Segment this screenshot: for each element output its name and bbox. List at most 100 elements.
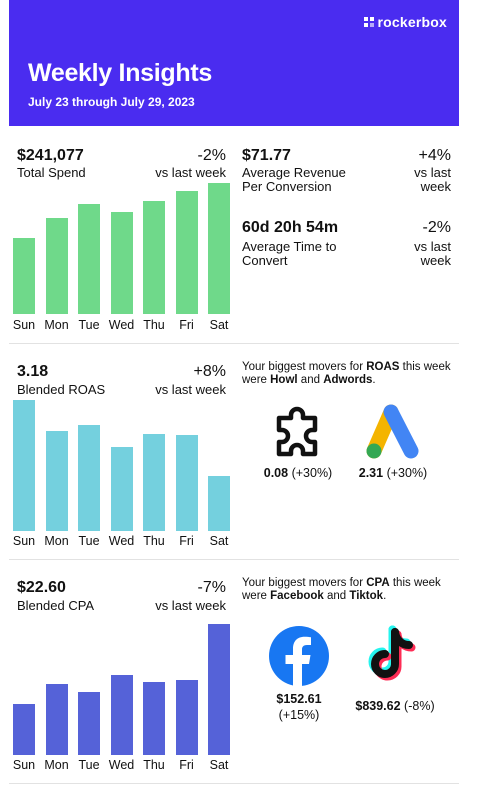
blended-cpa-delta: -7%	[197, 579, 226, 596]
cpa-mover-1-pct: (+15%)	[278, 708, 320, 722]
roas-mover-2-value: 2.31 (+30%)	[345, 466, 441, 480]
bar-fri	[175, 680, 198, 755]
roas-mover-1-amount: 0.08	[263, 466, 289, 480]
total-spend-vs: vs last week	[155, 165, 226, 180]
day-label: Fri	[179, 318, 194, 332]
cpa-mover-1-amount: $152.61	[276, 692, 322, 706]
spend-bar-chart	[13, 183, 231, 314]
bar-sun	[13, 400, 35, 531]
blended-cpa-vs: vs last week	[155, 598, 226, 613]
time-to-convert-vs-line1: vs last	[414, 239, 451, 254]
tiktok-icon	[368, 625, 416, 681]
day-label: Wed	[108, 318, 135, 332]
bar-wed	[110, 212, 133, 314]
time-to-convert-vs: vs last week	[414, 240, 451, 268]
cpa-mover-1-value: $152.61 (+15%)	[254, 691, 344, 723]
cpa-mover-2-value: $839.62 (-8%)	[343, 699, 447, 713]
time-to-convert-label-line1: Average Time to	[242, 239, 337, 254]
blended-cpa-label: Blended CPA	[17, 598, 95, 613]
roas-movers-end: .	[372, 374, 376, 386]
avg-revenue-label-line2: Per Conversion	[242, 179, 332, 194]
bar-sat	[208, 183, 230, 314]
total-spend-label: Total Spend	[17, 165, 86, 180]
bar-tue	[78, 692, 100, 755]
rockerbox-logo-icon	[363, 17, 374, 27]
bar-sat	[208, 624, 230, 755]
blended-roas-label: Blended ROAS	[17, 382, 106, 397]
section-divider	[9, 559, 459, 560]
roas-movers-text: Your biggest movers for ROAS this week w…	[242, 361, 457, 387]
cpa-movers-and: and	[323, 590, 350, 602]
time-to-convert-delta: -2%	[422, 219, 451, 236]
roas-mover-2-pct: (+30%)	[386, 466, 428, 480]
cpa-movers-prefix: Your biggest movers for	[242, 577, 367, 589]
cpa-movers-text: Your biggest movers for CPA this week we…	[242, 577, 457, 603]
roas-movers-mid: this week were	[242, 361, 451, 386]
avg-revenue-vs: vs last week	[414, 166, 451, 194]
bar-thu	[143, 434, 165, 531]
google-ads-icon	[366, 404, 419, 459]
roas-mover-b-name: Adwords	[323, 374, 373, 386]
cpa-movers-end: .	[383, 590, 387, 602]
day-label: Wed	[108, 534, 135, 548]
day-label: Thu	[143, 534, 165, 548]
time-to-convert-value: 60d 20h 54m	[242, 219, 339, 236]
header-banner: rockerbox Weekly Insights July 23 throug…	[9, 0, 459, 126]
day-label: Fri	[179, 534, 194, 548]
blended-cpa-value: $22.60	[17, 579, 66, 596]
blended-roas-delta: +8%	[193, 363, 226, 380]
day-label: Tue	[78, 534, 100, 548]
roas-mover-a-name: Howl	[270, 374, 298, 386]
bar-mon	[45, 218, 68, 314]
bar-fri	[175, 435, 198, 531]
roas-movers-metric: ROAS	[366, 361, 400, 373]
day-label: Wed	[108, 758, 135, 772]
cpa-mover-b-name: Tiktok	[349, 590, 384, 602]
cpa-bar-chart	[13, 624, 231, 755]
section-divider	[9, 783, 459, 784]
brand-logo: rockerbox	[363, 14, 448, 30]
time-to-convert-label: Average Time to Convert	[242, 240, 336, 268]
cpa-movers-metric: CPA	[366, 577, 390, 589]
page-title: Weekly Insights	[28, 59, 212, 87]
cpa-mover-2-pct: (-8%)	[404, 699, 435, 713]
roas-bar-chart	[13, 400, 231, 531]
roas-mover-1-pct: (+30%)	[291, 466, 333, 480]
time-to-convert-label-line2: Convert	[242, 253, 288, 268]
brand-name: rockerbox	[377, 14, 447, 30]
day-label: Sat	[209, 534, 229, 548]
bar-wed	[110, 447, 133, 531]
bar-sun	[13, 704, 35, 755]
cpa-mover-2-amount: $839.62	[355, 699, 401, 713]
section-divider	[9, 343, 459, 344]
day-label: Thu	[143, 318, 165, 332]
day-label: Fri	[179, 758, 194, 772]
cpa-mover-a-name: Facebook	[270, 590, 324, 602]
day-label: Sat	[209, 758, 229, 772]
bar-sat	[208, 476, 230, 531]
day-label: Thu	[143, 758, 165, 772]
day-label: Sun	[12, 534, 36, 548]
avg-revenue-vs-line1: vs last	[414, 165, 451, 180]
day-label: Tue	[78, 318, 100, 332]
avg-revenue-value: $71.77	[242, 147, 291, 164]
bar-mon	[45, 684, 68, 755]
time-to-convert-vs-line2: week	[420, 253, 451, 268]
blended-roas-vs: vs last week	[155, 382, 226, 397]
total-spend-value: $241,077	[17, 147, 84, 164]
bar-sun	[13, 238, 35, 314]
avg-revenue-label: Average Revenue Per Conversion	[242, 166, 346, 194]
day-label: Sat	[209, 318, 229, 332]
bar-fri	[175, 191, 198, 314]
day-label: Mon	[44, 318, 69, 332]
day-label: Sun	[12, 758, 36, 772]
avg-revenue-delta: +4%	[418, 147, 451, 164]
total-spend-delta: -2%	[197, 147, 226, 164]
bar-wed	[110, 675, 133, 755]
roas-mover-1-value: 0.08 (+30%)	[252, 466, 344, 480]
cpa-movers-mid: this week were	[242, 577, 441, 602]
roas-mover-2-amount: 2.31	[358, 466, 384, 480]
day-label: Mon	[44, 534, 69, 548]
avg-revenue-label-line1: Average Revenue	[242, 165, 346, 180]
day-label: Tue	[78, 758, 100, 772]
